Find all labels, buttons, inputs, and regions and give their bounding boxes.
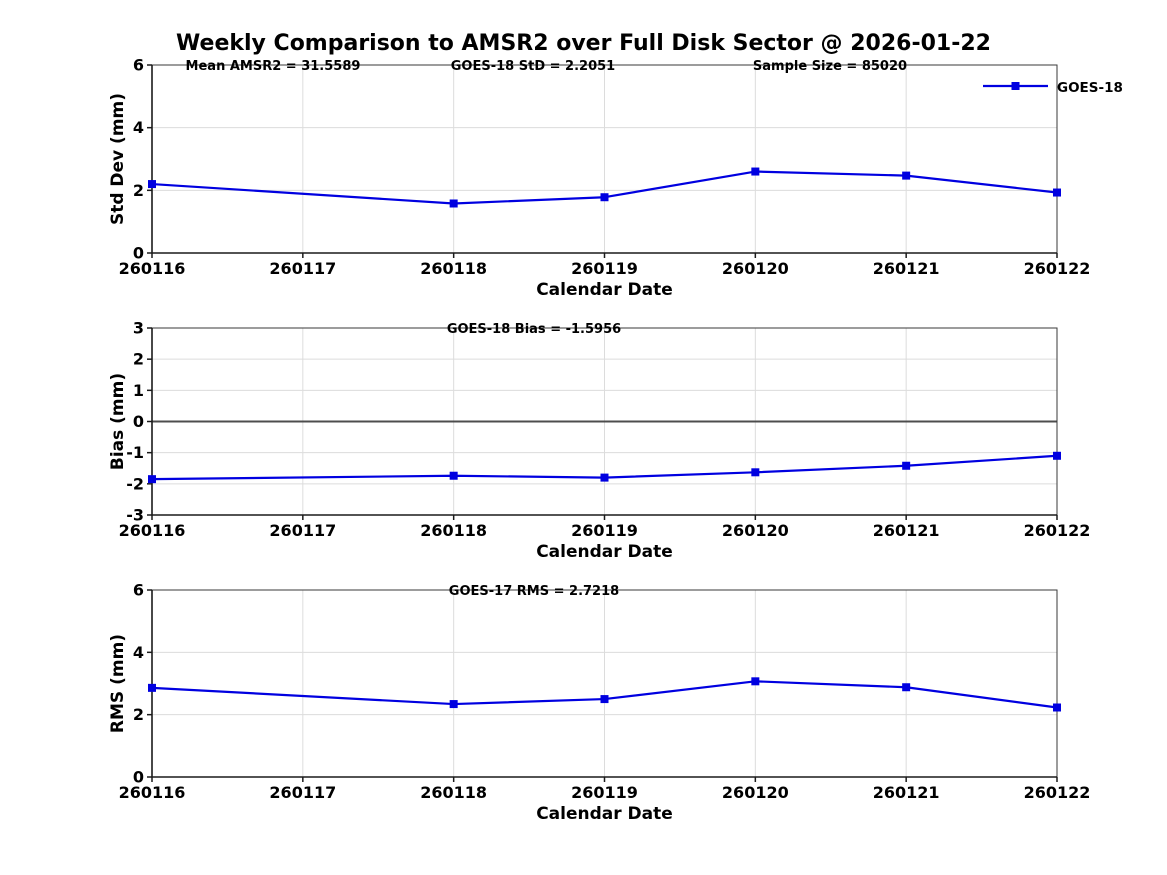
data-point xyxy=(1053,451,1061,460)
x-tick-label: 260118 xyxy=(420,259,487,278)
data-point xyxy=(902,461,911,470)
data-line-std-dev xyxy=(151,170,1058,205)
y-tick-label: 1 xyxy=(133,381,144,400)
x-tick-label: 260118 xyxy=(420,521,487,540)
y-tick-label: 4 xyxy=(133,118,144,137)
data-point xyxy=(1053,703,1061,712)
y-axis-label: RMS (mm) xyxy=(108,634,128,733)
data-line-bias xyxy=(151,454,1058,481)
x-tick-label: 260116 xyxy=(119,521,186,540)
y-tick-label: -2 xyxy=(126,474,144,493)
x-tick-label: 260120 xyxy=(722,783,789,802)
x-axis-label: Calendar Date xyxy=(536,280,673,300)
y-tick-label: 3 xyxy=(133,319,144,338)
x-tick-label: 260120 xyxy=(722,521,789,540)
x-tick-label: 260120 xyxy=(722,259,789,278)
legend-label: GOES-18 xyxy=(1057,80,1123,96)
x-axis-label: Calendar Date xyxy=(536,804,673,824)
x-tick-label: 260121 xyxy=(873,259,940,278)
x-tick-label: 260116 xyxy=(119,259,186,278)
x-tick-label: 260119 xyxy=(571,259,638,278)
y-tick-label: 0 xyxy=(133,768,144,787)
x-tick-label: 260119 xyxy=(571,521,638,540)
x-tick-label: 260119 xyxy=(571,783,638,802)
x-tick-label: 260122 xyxy=(1024,783,1091,802)
y-tick-label: 2 xyxy=(133,181,144,200)
x-tick-label: 260117 xyxy=(269,783,336,802)
data-point xyxy=(148,475,156,484)
annotation-text: GOES-18 Bias = -1.5956 xyxy=(447,322,621,337)
annotation-text: GOES-17 RMS = 2.7218 xyxy=(449,584,619,599)
y-tick-label: 2 xyxy=(133,350,144,369)
x-tick-label: 260122 xyxy=(1024,259,1091,278)
y-tick-label: 6 xyxy=(133,581,144,600)
data-point xyxy=(751,677,760,686)
x-tick-label: 260117 xyxy=(269,521,336,540)
data-point xyxy=(449,199,458,208)
annotation-text: Sample Size = 85020 xyxy=(753,59,907,74)
annotation-text: Mean AMSR2 = 31.5589 xyxy=(186,59,361,74)
chart-title: Weekly Comparison to AMSR2 over Full Dis… xyxy=(176,31,991,56)
y-tick-label: 4 xyxy=(133,643,144,662)
y-tick-label: 0 xyxy=(133,412,144,431)
data-point xyxy=(751,468,760,477)
data-point xyxy=(902,683,911,692)
y-tick-label: 6 xyxy=(133,56,144,75)
data-point xyxy=(600,695,609,704)
data-point xyxy=(449,471,458,480)
x-axis-label: Calendar Date xyxy=(536,542,673,562)
data-point xyxy=(449,700,458,709)
data-point xyxy=(148,683,156,692)
data-point xyxy=(1053,188,1061,197)
legend-marker xyxy=(1011,82,1020,90)
y-tick-label: 2 xyxy=(133,705,144,724)
x-tick-label: 260116 xyxy=(119,783,186,802)
data-point xyxy=(148,180,156,189)
x-tick-label: 260122 xyxy=(1024,521,1091,540)
y-axis-label: Bias (mm) xyxy=(108,373,128,470)
y-tick-label: -1 xyxy=(126,443,144,462)
data-point xyxy=(600,473,609,482)
data-point xyxy=(600,193,609,202)
y-tick-label: 0 xyxy=(133,244,144,263)
x-tick-label: 260121 xyxy=(873,783,940,802)
data-point xyxy=(902,171,911,180)
x-tick-label: 260121 xyxy=(873,521,940,540)
y-tick-label: -3 xyxy=(126,506,144,525)
data-point xyxy=(751,167,760,176)
x-tick-label: 260117 xyxy=(269,259,336,278)
y-axis-label: Std Dev (mm) xyxy=(108,93,128,225)
annotation-text: GOES-18 StD = 2.2051 xyxy=(451,59,615,74)
x-tick-label: 260118 xyxy=(420,783,487,802)
data-line-rms xyxy=(151,680,1058,709)
